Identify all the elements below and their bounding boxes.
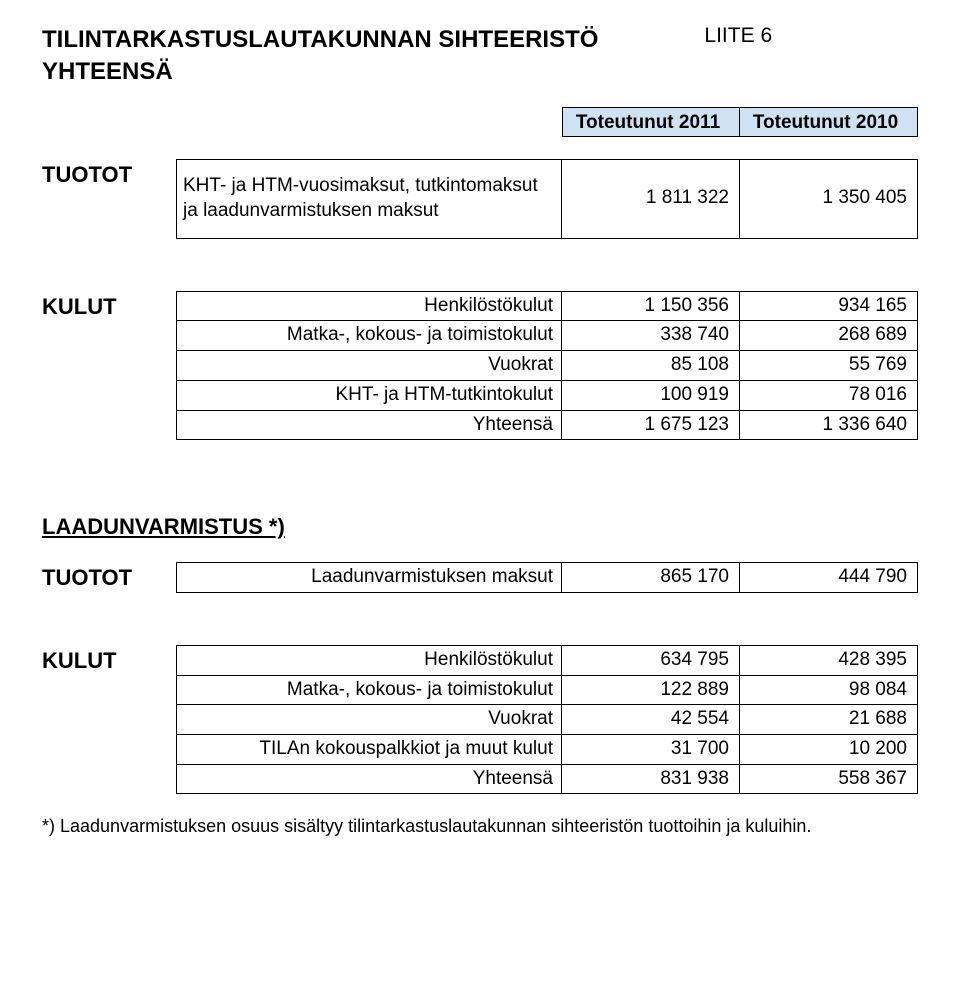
blank: [42, 321, 176, 351]
kulut2-v2-4: 558 367: [740, 765, 918, 795]
kulut1-v1-4: 1 675 123: [562, 411, 740, 441]
kulut2-v1-4: 831 938: [562, 765, 740, 795]
tuotot1-v1: 1 811 322: [562, 159, 740, 239]
kulut1-v1-3: 100 919: [562, 381, 740, 411]
kulut2-label-0: Henkilöstökulut: [176, 645, 562, 676]
kulut-section-2: KULUT Henkilöstökulut 634 795 428 395 Ma…: [42, 645, 918, 794]
kulut2-label-3: TILAn kokouspalkkiot ja muut kulut: [176, 735, 562, 765]
kulut2-label-4: Yhteensä: [176, 765, 562, 795]
header: TILINTARKASTUSLAUTAKUNNAN SIHTEERISTÖ YH…: [42, 24, 918, 89]
kulut1-v1-1: 338 740: [562, 321, 740, 351]
kulut2-v1-2: 42 554: [562, 705, 740, 735]
blank: [42, 411, 176, 441]
kulut2-row-0: KULUT Henkilöstökulut 634 795 428 395: [42, 645, 918, 676]
kulut-section-1: KULUT Henkilöstökulut 1 150 356 934 165 …: [42, 291, 918, 440]
kulut2-row-3: TILAn kokouspalkkiot ja muut kulut 31 70…: [42, 735, 918, 765]
header-title: TILINTARKASTUSLAUTAKUNNAN SIHTEERISTÖ YH…: [42, 24, 598, 89]
kulut1-label-4: Yhteensä: [176, 411, 562, 441]
tuotot-section-2: TUOTOT Laadunvarmistuksen maksut 865 170…: [42, 562, 918, 593]
kulut1-v2-3: 78 016: [740, 381, 918, 411]
kulut2-v2-3: 10 200: [740, 735, 918, 765]
header-title-line1: TILINTARKASTUSLAUTAKUNNAN SIHTEERISTÖ: [42, 24, 598, 56]
kulut2-v2-1: 98 084: [740, 676, 918, 706]
kulut2-leader: KULUT: [42, 645, 176, 676]
liite-label: LIITE 6: [704, 24, 772, 48]
tuotot1-label: KHT- ja HTM-vuosimaksut, tutkintomaksut …: [176, 159, 562, 239]
kulut1-row-1: Matka-, kokous- ja toimistokulut 338 740…: [42, 321, 918, 351]
kulut1-v2-4: 1 336 640: [740, 411, 918, 441]
page: TILINTARKASTUSLAUTAKUNNAN SIHTEERISTÖ YH…: [0, 0, 960, 995]
kulut2-v2-2: 21 688: [740, 705, 918, 735]
tuotot2-leader: TUOTOT: [42, 562, 176, 593]
tuotot2-v1: 865 170: [562, 562, 740, 593]
kulut1-v1-2: 85 108: [562, 351, 740, 381]
kulut2-v1-0: 634 795: [562, 645, 740, 676]
blank: [42, 351, 176, 381]
col-header-2011: Toteutunut 2011: [562, 107, 740, 137]
blank: [42, 381, 176, 411]
blank: [42, 676, 176, 706]
tuotot1-leader: TUOTOT: [42, 159, 176, 239]
kulut1-v2-1: 268 689: [740, 321, 918, 351]
kulut2-v2-0: 428 395: [740, 645, 918, 676]
kulut1-label-2: Vuokrat: [176, 351, 562, 381]
tuotot1-row: TUOTOT KHT- ja HTM-vuosimaksut, tutkinto…: [42, 159, 918, 239]
blank: [42, 705, 176, 735]
footnote: *) Laadunvarmistuksen osuus sisältyy til…: [42, 816, 918, 837]
kulut2-row-1: Matka-, kokous- ja toimistokulut 122 889…: [42, 676, 918, 706]
kulut2-row-2: Vuokrat 42 554 21 688: [42, 705, 918, 735]
column-headers: Toteutunut 2011 Toteutunut 2010: [42, 107, 918, 137]
kulut1-label-0: Henkilöstökulut: [176, 291, 562, 322]
kulut2-v1-1: 122 889: [562, 676, 740, 706]
kulut1-v2-0: 934 165: [740, 291, 918, 322]
kulut2-label-2: Vuokrat: [176, 705, 562, 735]
kulut1-leader: KULUT: [42, 291, 176, 322]
kulut1-row-2: Vuokrat 85 108 55 769: [42, 351, 918, 381]
kulut2-label-1: Matka-, kokous- ja toimistokulut: [176, 676, 562, 706]
tuotot2-row: TUOTOT Laadunvarmistuksen maksut 865 170…: [42, 562, 918, 593]
tuotot1-v2: 1 350 405: [740, 159, 918, 239]
kulut1-v2-2: 55 769: [740, 351, 918, 381]
kulut1-v1-0: 1 150 356: [562, 291, 740, 322]
tuotot2-label: Laadunvarmistuksen maksut: [176, 562, 562, 593]
blank: [42, 765, 176, 795]
kulut1-label-3: KHT- ja HTM-tutkintokulut: [176, 381, 562, 411]
tuotot-section-1: TUOTOT KHT- ja HTM-vuosimaksut, tutkinto…: [42, 159, 918, 239]
kulut1-row-4: Yhteensä 1 675 123 1 336 640: [42, 411, 918, 441]
header-title-line2: YHTEENSÄ: [42, 56, 598, 88]
kulut1-row-0: KULUT Henkilöstökulut 1 150 356 934 165: [42, 291, 918, 322]
kulut2-row-4: Yhteensä 831 938 558 367: [42, 765, 918, 795]
blank: [42, 735, 176, 765]
tuotot2-v2: 444 790: [740, 562, 918, 593]
laadunvarmistus-title: LAADUNVARMISTUS *): [42, 514, 918, 540]
col-header-2010: Toteutunut 2010: [740, 107, 918, 137]
kulut1-label-1: Matka-, kokous- ja toimistokulut: [176, 321, 562, 351]
kulut2-v1-3: 31 700: [562, 735, 740, 765]
kulut1-row-3: KHT- ja HTM-tutkintokulut 100 919 78 016: [42, 381, 918, 411]
